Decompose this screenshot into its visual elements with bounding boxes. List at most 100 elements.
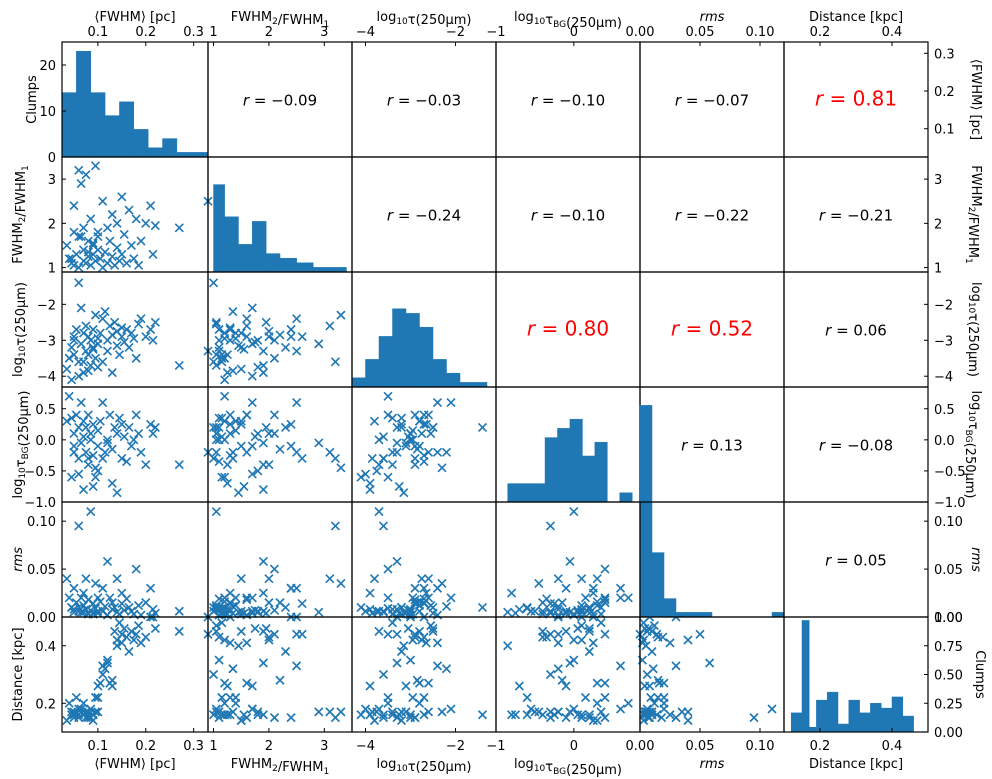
scatter-point <box>592 698 602 708</box>
scatter-point <box>112 488 122 498</box>
scatter-point <box>78 357 89 367</box>
scatter-point <box>659 692 669 703</box>
scatter-point <box>88 481 98 492</box>
scatter-point <box>292 314 302 324</box>
y-tick-label-right: −1.0 <box>934 496 966 511</box>
scatter-point <box>410 598 420 608</box>
scatter-point <box>98 583 108 593</box>
scatter-point <box>69 429 79 439</box>
x-tick-label-top: 1 <box>209 25 217 40</box>
scatter-point <box>126 441 136 451</box>
scatter-point <box>105 321 115 331</box>
scatter-point <box>643 623 653 634</box>
scatter-point <box>286 583 296 593</box>
scatter-point <box>387 460 398 470</box>
y-tick-label-left: −1.0 <box>24 496 56 511</box>
scatter-point <box>112 429 122 439</box>
scatter-point <box>600 678 610 688</box>
y-tick-label-right: 0.5 <box>934 403 955 418</box>
panel-3-2 <box>351 386 497 503</box>
scatter-point <box>107 251 117 262</box>
scatter-point <box>110 626 120 636</box>
scatter-point <box>441 664 452 674</box>
scatter-point <box>148 335 158 345</box>
scatter-point <box>93 692 103 703</box>
scatter-point <box>705 658 715 668</box>
scatter-point <box>253 362 263 372</box>
scatter-point <box>414 606 425 616</box>
histogram-bar <box>224 216 239 273</box>
scatter-point <box>86 335 96 345</box>
scatter-point <box>565 658 575 668</box>
scatter-point <box>330 357 340 367</box>
scatter-point <box>641 710 651 720</box>
scatter-point <box>623 698 633 708</box>
histogram-bar <box>880 707 893 733</box>
x-axis-title-bottom: rms <box>700 757 725 772</box>
scatter-point <box>69 335 79 345</box>
scatter-point <box>93 232 103 242</box>
histogram-bar <box>507 483 521 503</box>
histogram-bar <box>213 184 225 273</box>
scatter-point <box>124 422 134 432</box>
scatter-point <box>110 422 120 432</box>
scatter-point <box>428 623 438 634</box>
scatter-point <box>214 324 224 335</box>
scatter-point <box>275 330 285 340</box>
scatter-point <box>592 574 602 584</box>
scatter-point <box>530 606 540 616</box>
y-tick-label-right: 0.75 <box>934 640 963 655</box>
scatter-point <box>767 704 777 714</box>
scatter-point <box>117 419 127 429</box>
scatter-point <box>119 432 129 442</box>
histogram-bar <box>312 267 331 273</box>
scatter-point <box>228 366 238 376</box>
scatter-point <box>220 710 230 720</box>
x-tick-label-bottom: −4 <box>356 739 375 754</box>
y-tick-label-right: 1.00 <box>934 611 963 626</box>
scatter-point <box>683 635 693 645</box>
scatter-point <box>71 410 81 420</box>
scatter-point <box>76 339 86 349</box>
scatter-point <box>214 632 224 642</box>
scatter-point <box>410 632 420 642</box>
scatter-point <box>405 655 416 665</box>
scatter-point <box>615 704 626 714</box>
scatter-point <box>78 485 89 495</box>
scatter-point <box>569 507 579 517</box>
scatter-point <box>538 606 548 616</box>
scatter-point <box>239 710 249 720</box>
scatter-point <box>64 254 74 264</box>
scatter-point <box>107 478 117 488</box>
scatter-point <box>428 608 438 618</box>
x-tick-label-bottom: 0 <box>570 739 578 754</box>
scatter-point <box>98 453 108 464</box>
scatter-point <box>412 598 422 608</box>
scatter-point <box>134 260 144 270</box>
scatter-point <box>336 707 346 717</box>
scatter-point <box>365 478 375 488</box>
scatter-point <box>545 669 556 680</box>
scatter-point <box>129 254 139 264</box>
scatter-point <box>647 646 657 657</box>
scatter-point <box>131 353 141 363</box>
x-tick-label-bottom: 2 <box>265 739 273 754</box>
scatter-point <box>250 337 260 347</box>
histogram-bar <box>519 483 533 503</box>
scatter-point <box>95 254 105 264</box>
scatter-point <box>98 196 108 206</box>
scatter-point <box>421 588 431 598</box>
scatter-point <box>242 332 252 342</box>
scatter-point <box>141 598 151 608</box>
scatter-point <box>107 444 117 454</box>
scatter-point <box>88 342 98 353</box>
scatter-point <box>98 397 108 408</box>
scatter-point <box>367 453 377 464</box>
histogram-bar <box>351 377 366 388</box>
scatter-point <box>372 466 382 476</box>
scatter-point <box>657 713 667 723</box>
scatter-point <box>122 324 132 335</box>
scatter-point <box>419 419 429 429</box>
scatter-point <box>83 410 93 420</box>
scatter-point <box>573 710 583 720</box>
